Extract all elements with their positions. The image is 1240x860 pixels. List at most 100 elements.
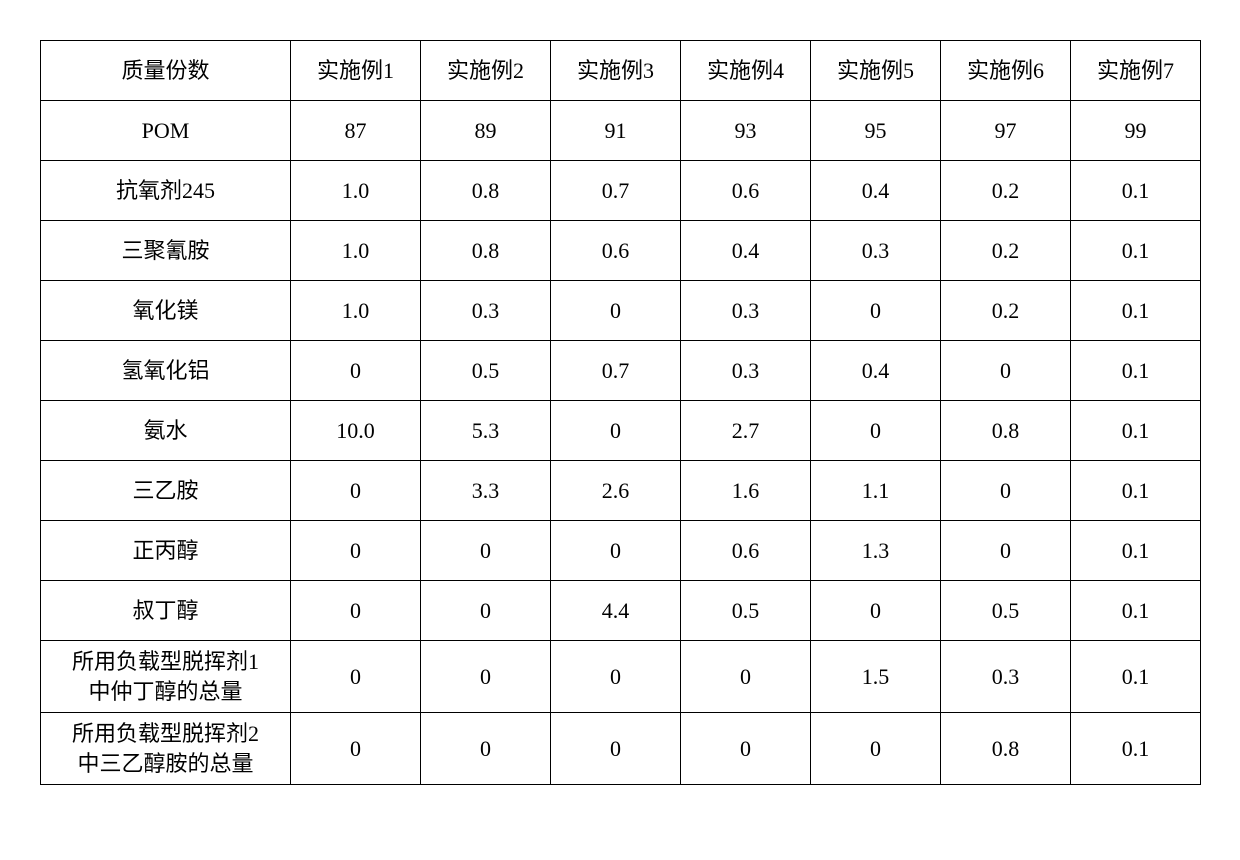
row-label: 所用负载型脱挥剂2中三乙醇胺的总量 (41, 713, 291, 785)
cell: 0.6 (681, 521, 811, 581)
cell: 0 (811, 713, 941, 785)
cell: 0.3 (681, 341, 811, 401)
cell: 89 (421, 101, 551, 161)
cell: 0 (551, 641, 681, 713)
cell: 3.3 (421, 461, 551, 521)
col-header-e7: 实施例7 (1071, 41, 1201, 101)
cell: 1.0 (291, 161, 421, 221)
col-header-e4: 实施例4 (681, 41, 811, 101)
cell: 0.1 (1071, 713, 1201, 785)
table-row: 氢氧化铝 0 0.5 0.7 0.3 0.4 0 0.1 (41, 341, 1201, 401)
cell: 0.8 (421, 161, 551, 221)
cell: 0 (291, 521, 421, 581)
cell: 1.6 (681, 461, 811, 521)
cell: 0 (941, 461, 1071, 521)
cell: 0.5 (421, 341, 551, 401)
cell: 97 (941, 101, 1071, 161)
cell: 0.4 (681, 221, 811, 281)
cell: 0 (681, 713, 811, 785)
cell: 0 (291, 341, 421, 401)
cell: 1.5 (811, 641, 941, 713)
table-row: 叔丁醇 0 0 4.4 0.5 0 0.5 0.1 (41, 581, 1201, 641)
row-label: 氢氧化铝 (41, 341, 291, 401)
cell: 0.3 (941, 641, 1071, 713)
col-header-e5: 实施例5 (811, 41, 941, 101)
row-label: 三聚氰胺 (41, 221, 291, 281)
cell: 0 (941, 341, 1071, 401)
cell: 0.1 (1071, 221, 1201, 281)
cell: 0.3 (421, 281, 551, 341)
table-row: 所用负载型脱挥剂1中仲丁醇的总量 0 0 0 0 1.5 0.3 0.1 (41, 641, 1201, 713)
cell: 0 (811, 581, 941, 641)
table-header-row: 质量份数 实施例1 实施例2 实施例3 实施例4 实施例5 实施例6 实施例7 (41, 41, 1201, 101)
cell: 0 (421, 521, 551, 581)
cell: 0.4 (811, 161, 941, 221)
cell: 0.1 (1071, 461, 1201, 521)
cell: 0.7 (551, 161, 681, 221)
cell: 0 (551, 281, 681, 341)
cell: 0 (811, 401, 941, 461)
table-row: 正丙醇 0 0 0 0.6 1.3 0 0.1 (41, 521, 1201, 581)
cell: 0.5 (681, 581, 811, 641)
cell: 0.7 (551, 341, 681, 401)
cell: 0.8 (421, 221, 551, 281)
cell: 0 (421, 581, 551, 641)
cell: 0.3 (811, 221, 941, 281)
cell: 0 (421, 713, 551, 785)
cell: 1.0 (291, 281, 421, 341)
cell: 2.6 (551, 461, 681, 521)
table-row: 氧化镁 1.0 0.3 0 0.3 0 0.2 0.1 (41, 281, 1201, 341)
composition-table: 质量份数 实施例1 实施例2 实施例3 实施例4 实施例5 实施例6 实施例7 … (40, 40, 1201, 785)
col-header-e6: 实施例6 (941, 41, 1071, 101)
cell: 0.1 (1071, 521, 1201, 581)
cell: 5.3 (421, 401, 551, 461)
cell: 0.1 (1071, 281, 1201, 341)
cell: 0 (551, 401, 681, 461)
col-header-e2: 实施例2 (421, 41, 551, 101)
cell: 0.1 (1071, 641, 1201, 713)
cell: 99 (1071, 101, 1201, 161)
cell: 0.3 (681, 281, 811, 341)
table-row: 三乙胺 0 3.3 2.6 1.6 1.1 0 0.1 (41, 461, 1201, 521)
row-label: 叔丁醇 (41, 581, 291, 641)
cell: 1.3 (811, 521, 941, 581)
cell: 0.1 (1071, 581, 1201, 641)
cell: 0.4 (811, 341, 941, 401)
col-header-e1: 实施例1 (291, 41, 421, 101)
row-label: 正丙醇 (41, 521, 291, 581)
cell: 0 (291, 641, 421, 713)
cell: 0 (291, 461, 421, 521)
cell: 0.1 (1071, 401, 1201, 461)
cell: 87 (291, 101, 421, 161)
cell: 1.1 (811, 461, 941, 521)
cell: 0.1 (1071, 161, 1201, 221)
cell: 0.2 (941, 221, 1071, 281)
row-label: POM (41, 101, 291, 161)
cell: 91 (551, 101, 681, 161)
table-row: 所用负载型脱挥剂2中三乙醇胺的总量 0 0 0 0 0 0.8 0.1 (41, 713, 1201, 785)
cell: 0 (941, 521, 1071, 581)
cell: 0 (291, 581, 421, 641)
cell: 1.0 (291, 221, 421, 281)
cell: 0.6 (551, 221, 681, 281)
cell: 0 (421, 641, 551, 713)
cell: 2.7 (681, 401, 811, 461)
table-row: 抗氧剂245 1.0 0.8 0.7 0.6 0.4 0.2 0.1 (41, 161, 1201, 221)
cell: 0 (681, 641, 811, 713)
cell: 93 (681, 101, 811, 161)
row-label: 所用负载型脱挥剂1中仲丁醇的总量 (41, 641, 291, 713)
row-label: 三乙胺 (41, 461, 291, 521)
table-row: POM 87 89 91 93 95 97 99 (41, 101, 1201, 161)
row-label: 抗氧剂245 (41, 161, 291, 221)
cell: 10.0 (291, 401, 421, 461)
row-label: 氨水 (41, 401, 291, 461)
cell: 0.8 (941, 401, 1071, 461)
cell: 0.5 (941, 581, 1071, 641)
cell: 0 (551, 521, 681, 581)
col-header-label: 质量份数 (41, 41, 291, 101)
cell: 0 (551, 713, 681, 785)
table-body: POM 87 89 91 93 95 97 99 抗氧剂245 1.0 0.8 … (41, 101, 1201, 785)
cell: 0.6 (681, 161, 811, 221)
table-row: 三聚氰胺 1.0 0.8 0.6 0.4 0.3 0.2 0.1 (41, 221, 1201, 281)
cell: 0.2 (941, 281, 1071, 341)
